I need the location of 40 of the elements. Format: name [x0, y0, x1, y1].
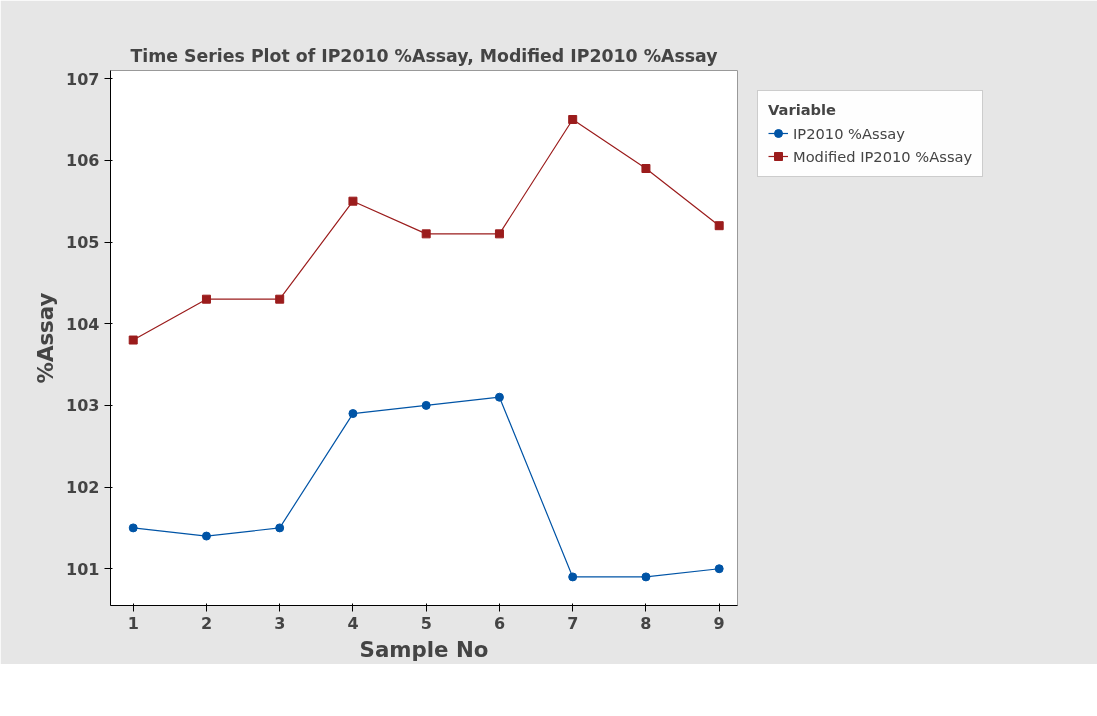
point	[348, 409, 358, 419]
point	[128, 523, 138, 533]
point	[494, 392, 504, 402]
point	[568, 572, 578, 582]
point	[348, 196, 358, 206]
point	[421, 400, 431, 410]
point	[128, 335, 138, 345]
y-tick-label: 106	[66, 151, 100, 171]
y-tick-label: 101	[66, 559, 100, 579]
point	[201, 531, 211, 541]
x-tick-label: 1	[127, 613, 139, 633]
chart-title: Time Series Plot of IP2010 %Assay, Modified IP2010 %Assay	[130, 45, 718, 66]
x-tick-label: 5	[420, 613, 432, 633]
x-tick-label: 4	[347, 613, 359, 633]
point	[421, 229, 431, 239]
x-tick-label: 9	[713, 613, 725, 633]
legend-label: Modified IP2010 %Assay	[793, 147, 973, 165]
point	[275, 523, 285, 533]
y-tick-label: 104	[66, 314, 100, 334]
x-tick-label: 2	[200, 613, 213, 633]
x-tick-label: 3	[274, 613, 286, 633]
point	[714, 564, 724, 574]
y-tick-label: 102	[66, 478, 100, 498]
point	[641, 164, 651, 174]
y-tick-label: 105	[66, 233, 100, 253]
x-tick-label: 8	[640, 613, 652, 633]
point	[201, 294, 211, 304]
y-tick-label: 107	[66, 69, 100, 89]
point	[714, 221, 724, 231]
x-axis-title: Sample No	[359, 636, 489, 662]
point	[494, 229, 504, 239]
x-tick-label: 6	[493, 613, 506, 633]
y-tick-label: 103	[66, 396, 100, 416]
point	[568, 115, 578, 125]
legend-title: Variable	[768, 101, 838, 118]
point	[275, 294, 285, 304]
x-tick-label: 7	[567, 613, 579, 633]
legend-label: IP2010 %Assay	[793, 124, 905, 142]
point	[641, 572, 651, 582]
y-axis-title: %Assay	[33, 292, 59, 384]
